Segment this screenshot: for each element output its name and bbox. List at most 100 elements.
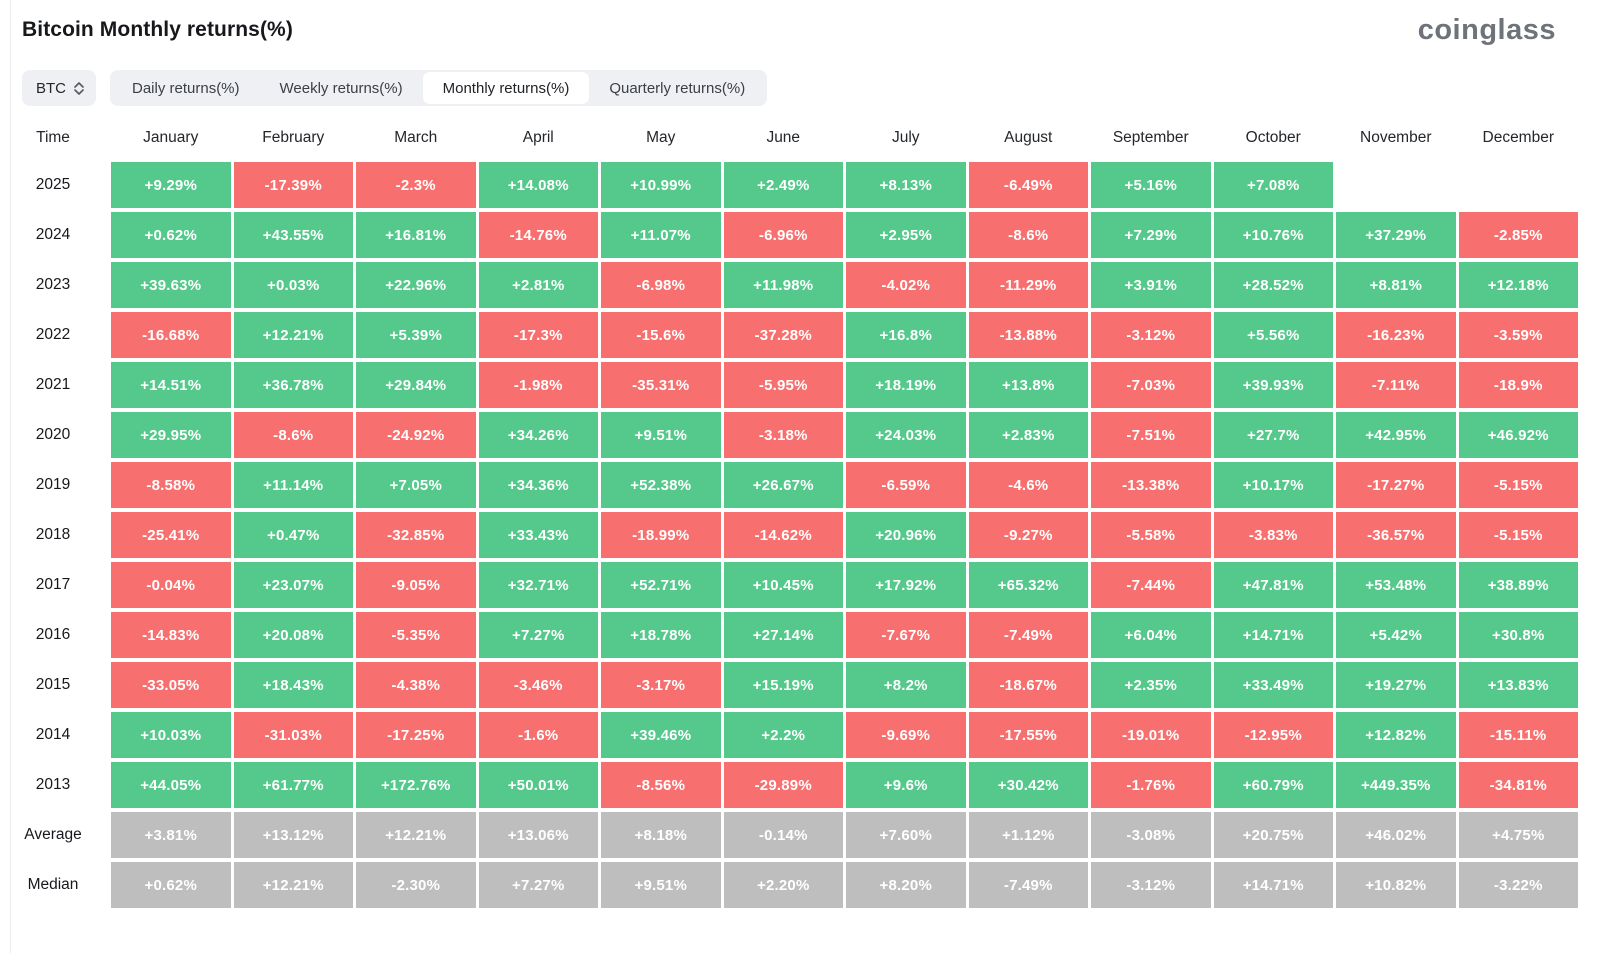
heatmap-cell: -6.98% bbox=[601, 262, 721, 308]
heatmap-cell: +7.05% bbox=[356, 462, 476, 508]
heatmap-cell: -25.41% bbox=[111, 512, 231, 558]
heatmap-cell: -2.85% bbox=[1458, 212, 1578, 258]
heatmap-cell: +15.19% bbox=[723, 662, 843, 708]
heatmap-cell: -5.95% bbox=[723, 362, 843, 408]
heatmap-cell: +12.21% bbox=[233, 862, 353, 908]
heatmap-cell: -9.05% bbox=[356, 562, 476, 608]
heatmap-cell: +2.81% bbox=[478, 262, 598, 308]
page-left-divider bbox=[10, 0, 11, 953]
heatmap-cell: +2.83% bbox=[968, 412, 1088, 458]
tab-quarterly-returns[interactable]: Quarterly returns(%) bbox=[609, 79, 746, 97]
heatmap-cell: +8.20% bbox=[846, 862, 966, 908]
heatmap-cell: -4.6% bbox=[968, 462, 1088, 508]
month-column-header: August bbox=[1004, 129, 1053, 146]
header-bar: Bitcoin Monthly returns(%) coinglass bbox=[22, 14, 1578, 62]
heatmap-cell: -7.49% bbox=[968, 862, 1088, 908]
symbol-selector[interactable]: BTC bbox=[22, 70, 96, 106]
heatmap-cell: -37.28% bbox=[723, 312, 843, 358]
heatmap-cell: -17.25% bbox=[356, 712, 476, 758]
heatmap-cell: -32.85% bbox=[356, 512, 476, 558]
heatmap-cell: +32.71% bbox=[478, 562, 598, 608]
tab-weekly-returns[interactable]: Weekly returns(%) bbox=[279, 79, 403, 97]
heatmap-cell: +1.12% bbox=[968, 812, 1088, 858]
heatmap-cell: -3.59% bbox=[1458, 312, 1578, 358]
heatmap-cell: +33.43% bbox=[478, 512, 598, 558]
heatmap-cell: -17.3% bbox=[478, 312, 598, 358]
heatmap-cell: +13.83% bbox=[1458, 662, 1578, 708]
chevron-up-down-icon bbox=[74, 81, 84, 95]
row-label-2021: 2021 bbox=[35, 376, 71, 393]
heatmap-cell: +16.8% bbox=[846, 312, 966, 358]
heatmap-cell: -36.57% bbox=[1336, 512, 1456, 558]
heatmap-cell: -7.49% bbox=[968, 612, 1088, 658]
heatmap-cell: +18.19% bbox=[846, 362, 966, 408]
row-label-2022: 2022 bbox=[35, 326, 71, 343]
row-label-2020: 2020 bbox=[35, 426, 71, 443]
heatmap-cell: +23.07% bbox=[233, 562, 353, 608]
heatmap-cell: -31.03% bbox=[233, 712, 353, 758]
heatmap-cell: -6.96% bbox=[723, 212, 843, 258]
month-column-header: December bbox=[1482, 129, 1555, 146]
heatmap-cell: +7.27% bbox=[478, 612, 598, 658]
heatmap-cell: +20.96% bbox=[846, 512, 966, 558]
heatmap-cell: +11.07% bbox=[601, 212, 721, 258]
heatmap-cell: -8.6% bbox=[968, 212, 1088, 258]
heatmap-cell: +5.56% bbox=[1213, 312, 1333, 358]
symbol-selector-value: BTC bbox=[36, 79, 66, 97]
heatmap-cell: -9.27% bbox=[968, 512, 1088, 558]
heatmap-cell: +9.51% bbox=[601, 862, 721, 908]
heatmap-cell: +7.29% bbox=[1091, 212, 1211, 258]
tab-daily-returns[interactable]: Daily returns(%) bbox=[132, 79, 240, 97]
heatmap-cell: -14.62% bbox=[723, 512, 843, 558]
heatmap-cell: +10.45% bbox=[723, 562, 843, 608]
month-column-header: November bbox=[1360, 129, 1432, 146]
heatmap-cell: +24.03% bbox=[846, 412, 966, 458]
heatmap-cell: +52.71% bbox=[601, 562, 721, 608]
heatmap-cell: +39.93% bbox=[1213, 362, 1333, 408]
heatmap-cell: +53.48% bbox=[1336, 562, 1456, 608]
heatmap-cell: +43.55% bbox=[233, 212, 353, 258]
returns-tab-group: Daily returns(%) Weekly returns(%) Monthly… bbox=[110, 70, 768, 106]
heatmap-cell: +36.78% bbox=[233, 362, 353, 408]
heatmap-cell: -11.29% bbox=[968, 262, 1088, 308]
heatmap-cell: +5.42% bbox=[1336, 612, 1456, 658]
heatmap-cell: +11.14% bbox=[233, 462, 353, 508]
heatmap-cell: -14.76% bbox=[478, 212, 598, 258]
heatmap-cell: +13.12% bbox=[233, 812, 353, 858]
heatmap-cell: -17.39% bbox=[233, 162, 353, 208]
heatmap-cell: +13.06% bbox=[478, 812, 598, 858]
heatmap-cell: +28.52% bbox=[1213, 262, 1333, 308]
month-column-header: April bbox=[522, 129, 554, 146]
heatmap-cell: -7.44% bbox=[1091, 562, 1211, 608]
heatmap-cell: +61.77% bbox=[233, 762, 353, 808]
heatmap-cell: -8.56% bbox=[601, 762, 721, 808]
heatmap-cell: -3.12% bbox=[1091, 312, 1211, 358]
heatmap-cell: -7.67% bbox=[846, 612, 966, 658]
heatmap-cell: +18.78% bbox=[601, 612, 721, 658]
heatmap-cell: +5.16% bbox=[1091, 162, 1211, 208]
heatmap-cell: -9.69% bbox=[846, 712, 966, 758]
heatmap-cell: +44.05% bbox=[111, 762, 231, 808]
heatmap-cell: -15.11% bbox=[1458, 712, 1578, 758]
heatmap-cell: +18.43% bbox=[233, 662, 353, 708]
heatmap-cell: +7.27% bbox=[478, 862, 598, 908]
heatmap-cell: -34.81% bbox=[1458, 762, 1578, 808]
page-title: Bitcoin Monthly returns(%) bbox=[22, 18, 293, 41]
heatmap-cell: +2.20% bbox=[723, 862, 843, 908]
heatmap-cell: -5.15% bbox=[1458, 462, 1578, 508]
heatmap-cell: -7.03% bbox=[1091, 362, 1211, 408]
tab-monthly-returns[interactable]: Monthly returns(%) bbox=[422, 72, 590, 104]
heatmap-cell: +19.27% bbox=[1336, 662, 1456, 708]
month-column-header: May bbox=[646, 129, 676, 146]
month-column-header: January bbox=[143, 129, 199, 146]
heatmap-cell: +10.99% bbox=[601, 162, 721, 208]
heatmap-cell: +12.21% bbox=[356, 812, 476, 858]
row-label-2019: 2019 bbox=[35, 476, 71, 493]
heatmap-cell: +29.95% bbox=[111, 412, 231, 458]
heatmap-cell: +6.04% bbox=[1091, 612, 1211, 658]
heatmap-cell: -5.58% bbox=[1091, 512, 1211, 558]
heatmap-cell: +33.49% bbox=[1213, 662, 1333, 708]
row-label-2016: 2016 bbox=[35, 626, 71, 643]
heatmap-cell: -3.83% bbox=[1213, 512, 1333, 558]
row-label-median: Median bbox=[27, 876, 79, 893]
